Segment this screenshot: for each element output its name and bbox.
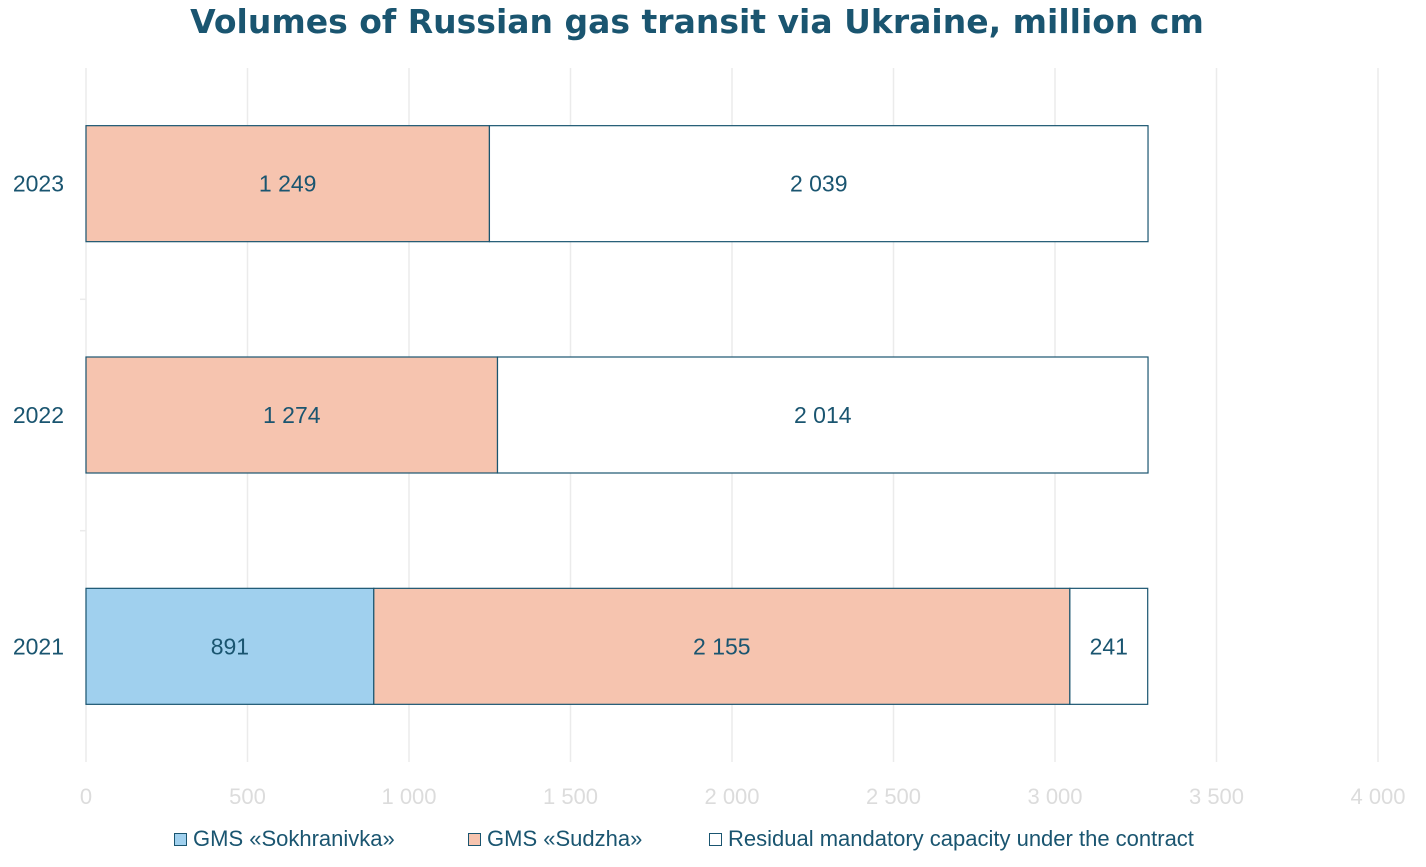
legend-item-sudzha: GMS «Sudzha» — [468, 826, 642, 852]
x-tick-label: 1 000 — [381, 784, 436, 809]
bar-segment — [85, 587, 375, 705]
x-tick-label: 3 000 — [1027, 784, 1082, 809]
data-label: 891 — [211, 633, 249, 659]
bar-segment — [373, 587, 1071, 705]
bar-segment — [488, 125, 1149, 243]
legend-label-sokhranivka: GMS «Sokhranivka» — [193, 826, 395, 851]
y-category-label: 2023 — [13, 171, 64, 197]
chart-title: Volumes of Russian gas transit via Ukrai… — [190, 2, 1204, 41]
x-tick-label: 4 000 — [1350, 784, 1405, 809]
legend-label-residual: Residual mandatory capacity under the co… — [728, 826, 1194, 851]
legend-swatch-residual — [709, 832, 722, 846]
x-tick-label: 500 — [229, 784, 266, 809]
chart-legend: GMS «Sokhranivka» GMS «Sudzha» Residual … — [0, 826, 1426, 860]
legend-label-sudzha: GMS «Sudzha» — [487, 826, 643, 851]
data-label: 2 014 — [794, 402, 852, 428]
y-category-label: 2021 — [13, 633, 64, 659]
data-label: 1 274 — [263, 402, 321, 428]
legend-swatch-sokhranivka — [174, 832, 187, 846]
legend-item-sokhranivka: GMS «Sokhranivka» — [174, 826, 395, 852]
bar-segment — [496, 356, 1149, 474]
legend-item-residual: Residual mandatory capacity under the co… — [709, 826, 1194, 852]
data-label: 241 — [1090, 633, 1128, 659]
x-tick-label: 0 — [80, 784, 92, 809]
x-tick-label: 2 000 — [704, 784, 759, 809]
x-tick-label: 2 500 — [866, 784, 921, 809]
bar-segment — [85, 356, 499, 474]
data-label: 2 155 — [693, 633, 751, 659]
y-category-label: 2022 — [13, 402, 64, 428]
bar-segment — [1069, 587, 1149, 705]
data-label: 2 039 — [790, 171, 848, 197]
x-tick-label: 1 500 — [543, 784, 598, 809]
data-label: 1 249 — [259, 171, 317, 197]
legend-swatch-sudzha — [468, 832, 481, 846]
x-tick-label: 3 500 — [1189, 784, 1244, 809]
